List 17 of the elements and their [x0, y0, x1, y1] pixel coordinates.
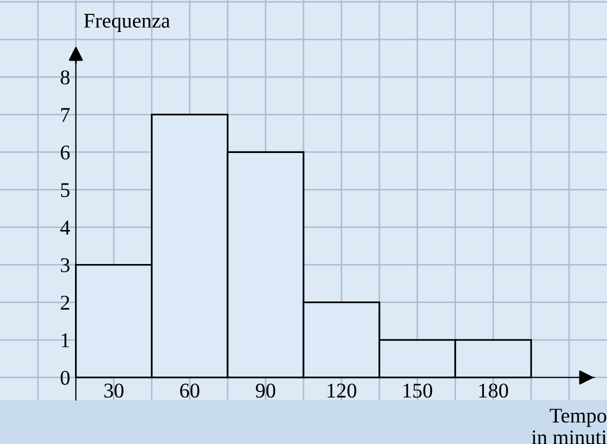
- y-tick-label: 6: [60, 146, 70, 160]
- y-tick-label: 7: [61, 108, 70, 122]
- y-tick-label: 3: [60, 258, 70, 272]
- y-tick-label: 1: [62, 333, 70, 348]
- y-tick-label: 5: [61, 183, 70, 198]
- x-tick-label: 30: [104, 384, 124, 398]
- y-tick-label: 4: [60, 220, 70, 234]
- y-axis-title: Frequenza: [84, 14, 170, 32]
- y-tick-label: 2: [60, 296, 70, 310]
- x-tick-label: 120: [328, 384, 356, 398]
- x-tick-label: 60: [180, 384, 200, 398]
- x-tick-label: 180: [479, 384, 508, 398]
- y-tick-label: 8: [60, 70, 70, 84]
- x-axis-title: Tempo in minuti: [532, 408, 607, 444]
- x-tick-label: 150: [404, 384, 432, 398]
- x-tick-label: 90: [256, 384, 276, 398]
- y-tick-label: 0: [60, 370, 70, 385]
